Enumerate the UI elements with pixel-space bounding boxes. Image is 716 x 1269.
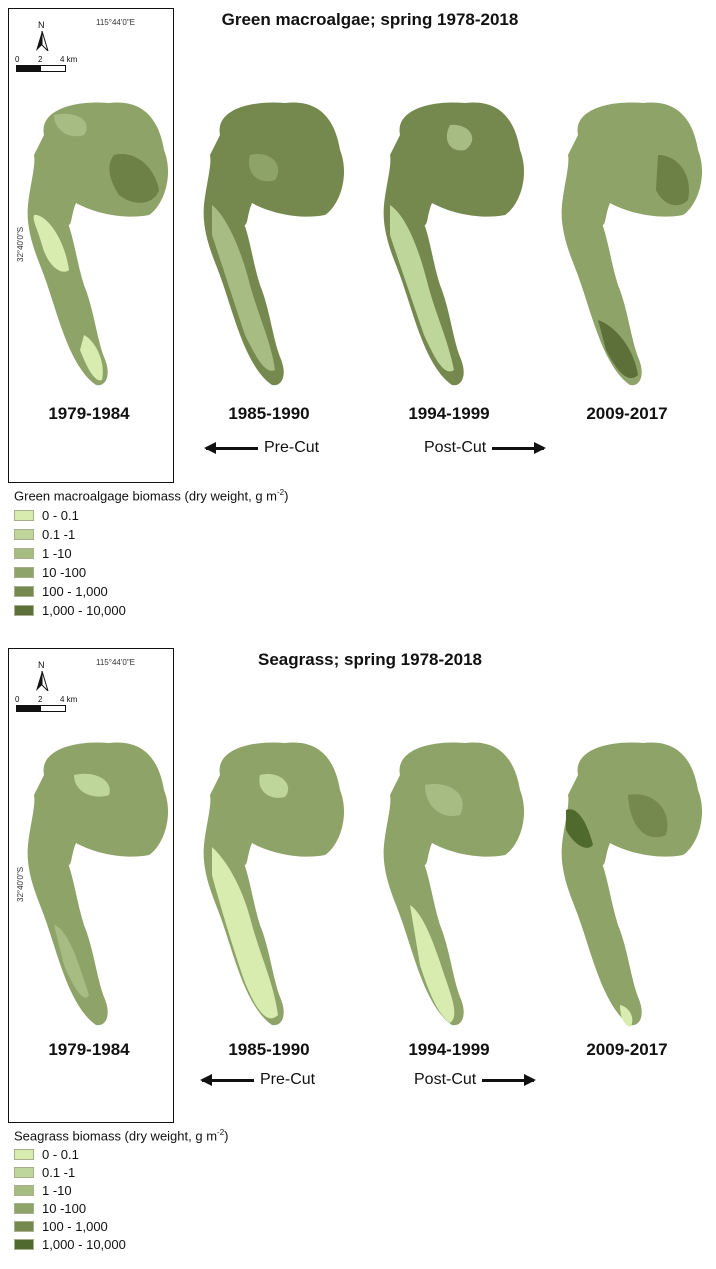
scale-end: 4 km <box>60 695 78 704</box>
legend-swatch <box>14 567 34 578</box>
legend-title: Seagrass biomass (dry weight, g m-2) <box>14 1128 229 1144</box>
legend-swatch <box>14 1239 34 1250</box>
left-arrow-icon <box>204 441 258 454</box>
map-1979-1984 <box>27 102 169 386</box>
period-label: 1994-1999 <box>408 404 490 423</box>
period-label: 1985-1990 <box>228 404 310 423</box>
scale-zero: 0 <box>15 55 20 64</box>
pre-cut-label: Pre-Cut <box>264 439 320 456</box>
legend-swatch <box>14 586 34 597</box>
legend-item: 0 - 0.1 <box>14 1147 79 1162</box>
legend-swatch <box>14 1185 34 1196</box>
legend-item: 100 - 1,000 <box>14 1219 108 1234</box>
reference-map-frame <box>8 8 174 483</box>
scale-mid: 2 <box>38 695 43 704</box>
north-label: N <box>38 660 45 670</box>
legend-item: 0.1 -1 <box>14 527 75 542</box>
legend-swatch <box>14 1221 34 1232</box>
legend-swatch <box>14 1149 34 1160</box>
period-label: 1994-1999 <box>408 1040 490 1059</box>
legend-item: 1,000 - 10,000 <box>14 603 126 618</box>
post-cut-label: Post-Cut <box>414 1071 477 1088</box>
pre-cut-label: Pre-Cut <box>260 1071 316 1088</box>
longitude-label: 115°44'0"E <box>96 658 136 667</box>
seagrass-panel: Seagrass; spring 1978-2018 115°44'0"E 32… <box>0 640 716 1269</box>
period-label: 1979-1984 <box>48 404 130 423</box>
north-arrow-icon <box>36 671 49 691</box>
longitude-label: 115°44'0"E <box>96 18 136 27</box>
map-1994-1999 <box>383 102 525 386</box>
scale-end: 4 km <box>60 55 78 64</box>
legend-item: 10 -100 <box>14 1201 86 1216</box>
map-1985-1990 <box>203 742 345 1026</box>
scale-zero: 0 <box>15 695 20 704</box>
post-cut-indicator: Post-Cut <box>414 1071 537 1089</box>
legend-swatch <box>14 1167 34 1178</box>
map-1985-1990 <box>203 102 345 386</box>
map-1979-1984 <box>27 742 169 1026</box>
post-cut-label: Post-Cut <box>424 439 487 456</box>
panel-title: Green macroalgae; spring 1978-2018 <box>221 10 519 29</box>
post-cut-indicator: Post-Cut <box>424 439 547 457</box>
north-label: N <box>38 20 45 30</box>
legend-item: 1 -10 <box>14 1183 72 1198</box>
legend-item: 100 - 1,000 <box>14 584 108 599</box>
right-arrow-icon <box>482 1073 537 1086</box>
legend-swatch <box>14 605 34 616</box>
legend-item: 1 -10 <box>14 546 72 561</box>
right-arrow-icon <box>492 441 547 454</box>
legend-item: 0 - 0.1 <box>14 508 79 523</box>
left-arrow-icon <box>200 1073 254 1086</box>
north-arrow-icon <box>36 31 49 51</box>
legend-item: 1,000 - 10,000 <box>14 1237 126 1252</box>
pre-cut-indicator: Pre-Cut <box>204 439 320 457</box>
map-2009-2017 <box>561 742 703 1027</box>
green-macroalgae-panel: Green macroalgae; spring 1978-2018 115°4… <box>0 0 716 629</box>
legend-swatch <box>14 1203 34 1214</box>
panel-title: Seagrass; spring 1978-2018 <box>258 650 482 669</box>
period-label: 1985-1990 <box>228 1040 310 1059</box>
legend-swatch <box>14 510 34 521</box>
scale-bar <box>16 705 66 712</box>
period-label: 2009-2017 <box>586 404 668 423</box>
map-1994-1999 <box>383 742 525 1026</box>
reference-map-frame <box>8 648 174 1123</box>
period-label: 2009-2017 <box>586 1040 668 1059</box>
scale-bar <box>16 65 66 72</box>
legend-title: Green macroalgage biomass (dry weight, g… <box>14 488 289 504</box>
period-label: 1979-1984 <box>48 1040 130 1059</box>
scale-mid: 2 <box>38 55 43 64</box>
legend-swatch <box>14 548 34 559</box>
map-2009-2017 <box>561 102 703 386</box>
legend-item: 0.1 -1 <box>14 1165 75 1180</box>
legend-swatch <box>14 529 34 540</box>
legend-item: 10 -100 <box>14 565 86 580</box>
pre-cut-indicator: Pre-Cut <box>200 1071 316 1089</box>
